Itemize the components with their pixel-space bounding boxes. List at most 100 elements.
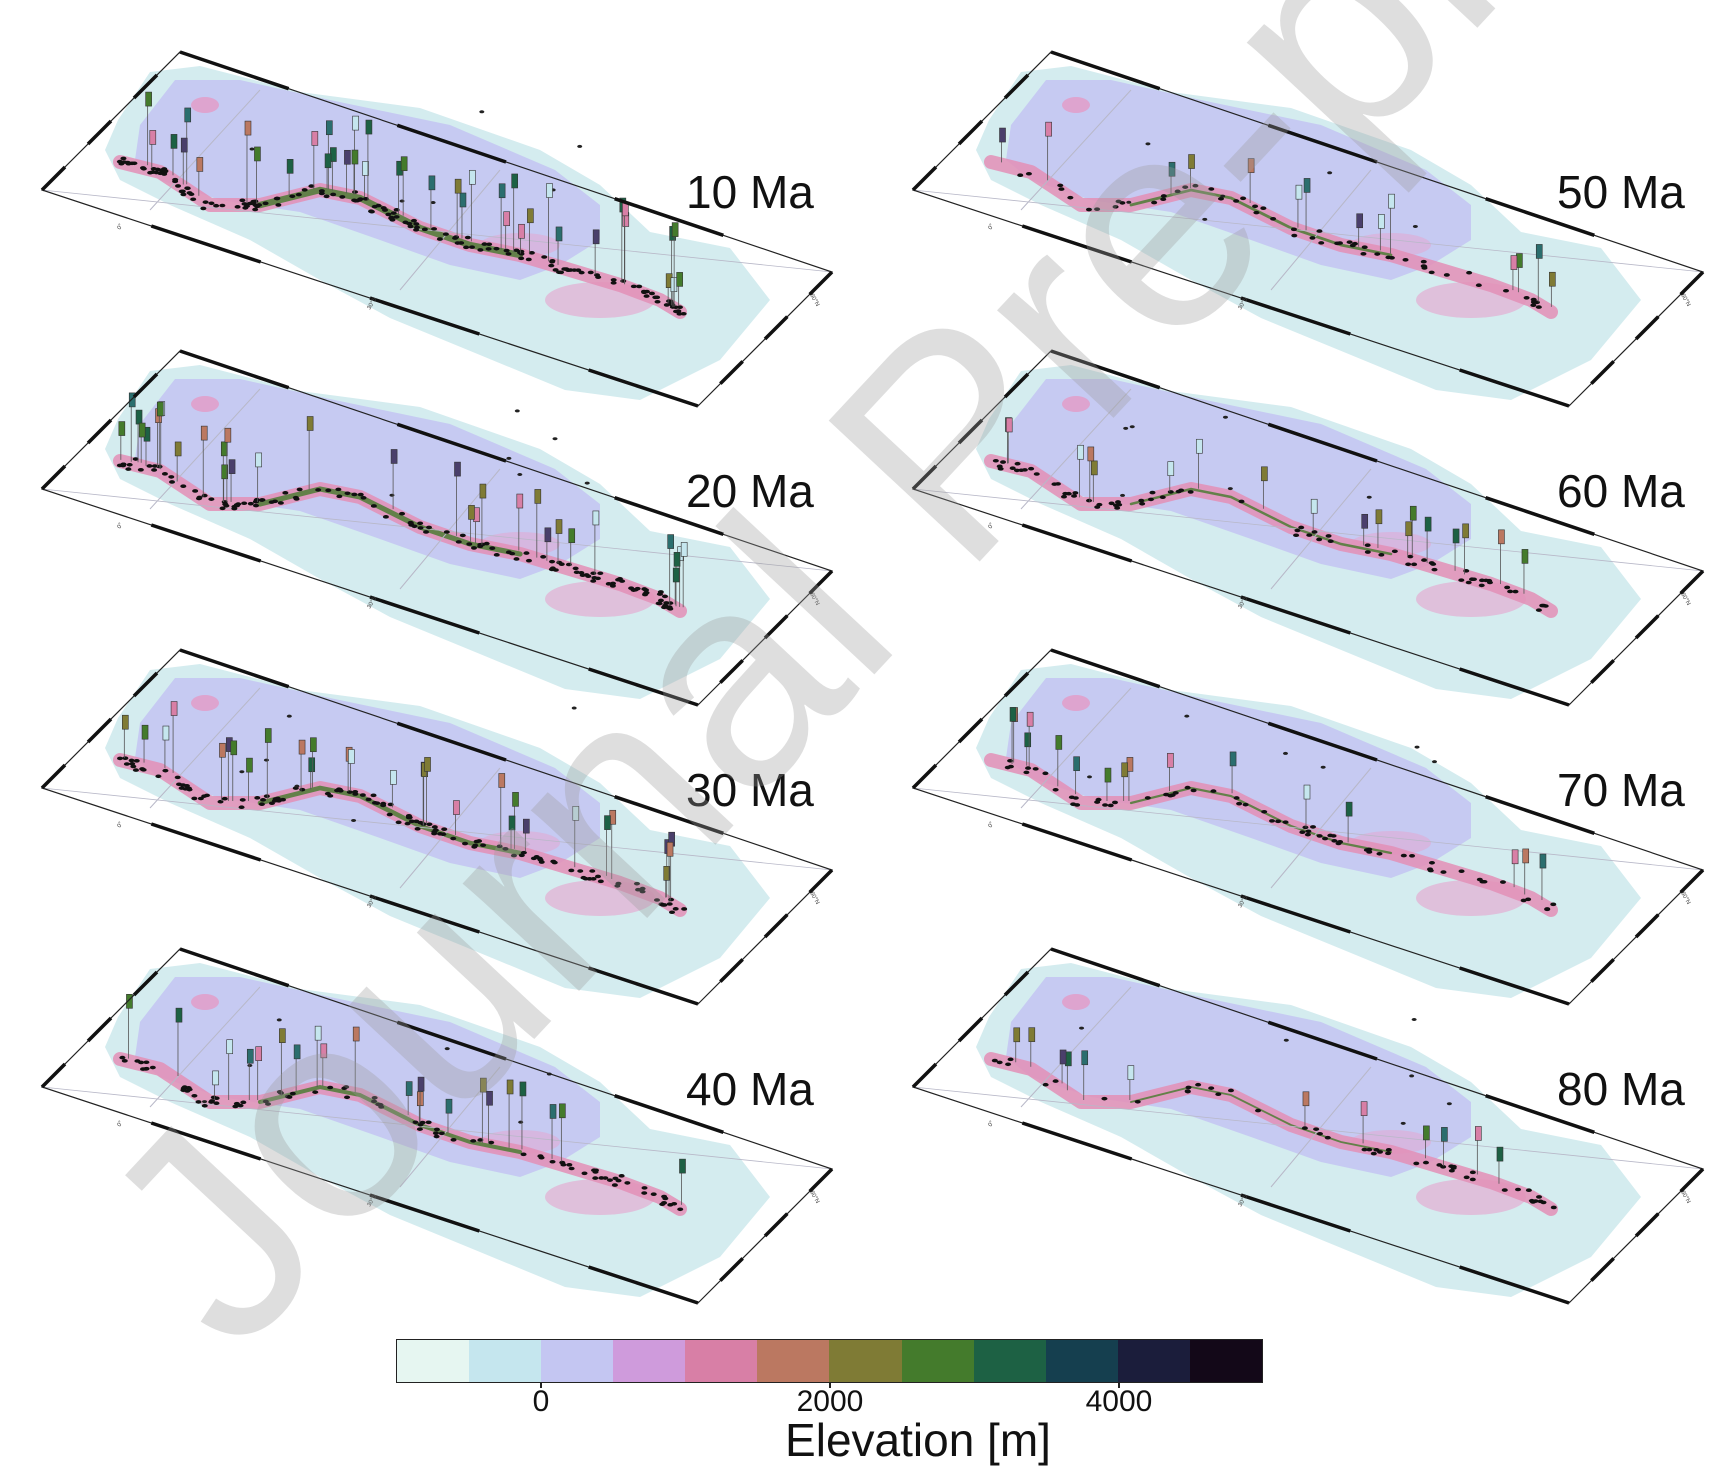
map-frame-tick (957, 717, 984, 744)
colorbar-cell (1045, 1340, 1118, 1382)
sample-point (1431, 760, 1437, 764)
sample-point (1072, 796, 1079, 800)
map-frame-tick (1021, 523, 1133, 563)
sample-point (271, 799, 278, 803)
elevation-bar (1539, 853, 1547, 869)
sample-point (1275, 819, 1282, 824)
sample-point (389, 493, 395, 497)
age-label-80ma: 80 Ma (1557, 1063, 1685, 1115)
sample-point (405, 813, 412, 818)
sample-point (466, 542, 473, 546)
sample-point (1147, 497, 1154, 502)
sample-point (248, 201, 255, 206)
sample-point (1360, 252, 1367, 256)
elevation-bar (200, 425, 208, 441)
sample-point (1475, 283, 1482, 288)
sample-point (1544, 907, 1551, 911)
highland-patch (1062, 695, 1090, 711)
sample-point (1304, 832, 1311, 837)
elevation-bar (1091, 460, 1098, 476)
sample-point (276, 1018, 282, 1022)
sample-point (663, 303, 670, 307)
sample-point (537, 858, 544, 862)
sample-point (523, 551, 530, 555)
sample-point (1361, 245, 1368, 249)
sample-point (1409, 1074, 1415, 1078)
sample-point (541, 255, 548, 259)
lowland-region (135, 678, 600, 878)
map-frame-tick (911, 763, 938, 790)
sample-point (436, 237, 443, 241)
map-tick-label: 30°S (1238, 895, 1250, 909)
elevation-bar (126, 993, 133, 1009)
sample-point (254, 796, 261, 800)
sample-point (540, 554, 547, 559)
sample-point (1422, 1160, 1429, 1165)
sample-point (1290, 227, 1297, 232)
map-frame-tick (614, 1094, 724, 1134)
sample-point (1324, 1135, 1331, 1140)
map-frame-tick (1590, 659, 1615, 684)
sample-point (624, 1181, 631, 1185)
sample-point (518, 256, 525, 261)
sample-point (1385, 255, 1392, 260)
sample-point (1327, 171, 1333, 175)
sample-point (1042, 771, 1049, 776)
sample-point (513, 248, 520, 253)
elevation-bar (523, 818, 530, 834)
elevation-bar (1247, 158, 1255, 173)
map-tick-label: 60°N (1679, 891, 1691, 906)
elevation-bar (468, 505, 475, 520)
sample-point (643, 294, 650, 298)
map-frame-tick (1459, 368, 1570, 408)
sample-point (441, 827, 448, 831)
elevation-bar (219, 742, 226, 758)
map-tick-label: 30°S (367, 1194, 379, 1208)
elevation-bar (286, 159, 294, 174)
sample-point (1283, 1038, 1289, 1042)
sample-point (1032, 767, 1039, 771)
map-frame-tick (719, 958, 744, 983)
sample-point (210, 1095, 217, 1100)
sample-point (654, 299, 661, 304)
sample-point (568, 1166, 575, 1171)
sample-point (1074, 803, 1081, 807)
sample-point (1252, 204, 1259, 209)
sample-point (1535, 608, 1542, 612)
map-panel: 0° 30°S 60°N (40, 648, 834, 1006)
sample-point (1507, 589, 1514, 594)
elevation-bar (324, 153, 332, 169)
sample-point (1126, 200, 1132, 204)
sample-point (602, 1176, 609, 1180)
elevation-bar (469, 169, 476, 185)
map-frame-tick (1050, 349, 1161, 390)
sample-point (1391, 549, 1398, 554)
sample-point (577, 144, 583, 148)
sample-point (672, 907, 679, 911)
elevation-bar (1521, 549, 1529, 564)
sample-point (414, 827, 421, 831)
elevation-bar (352, 115, 359, 131)
sample-point (1376, 851, 1383, 856)
sample-point (1123, 426, 1129, 430)
sample-point (590, 571, 597, 576)
sample-point (1550, 902, 1557, 907)
sample-point (1412, 224, 1418, 228)
elevation-bar (279, 1028, 286, 1043)
sample-point (132, 457, 139, 461)
sample-point (1504, 585, 1511, 590)
map-frame-tick (911, 1062, 938, 1089)
sample-point (1316, 1131, 1323, 1136)
sample-point (549, 1159, 556, 1164)
elevation-bar (498, 183, 506, 199)
sample-point (414, 225, 421, 230)
sample-point (633, 881, 640, 886)
map-frame-tick (132, 970, 159, 997)
sample-point (351, 818, 357, 822)
sample-point (416, 1127, 423, 1131)
sample-point (161, 472, 168, 476)
map-frame-tick (369, 296, 480, 336)
sample-point (260, 798, 267, 802)
elevation-bar (326, 120, 333, 136)
sample-point (558, 270, 565, 275)
